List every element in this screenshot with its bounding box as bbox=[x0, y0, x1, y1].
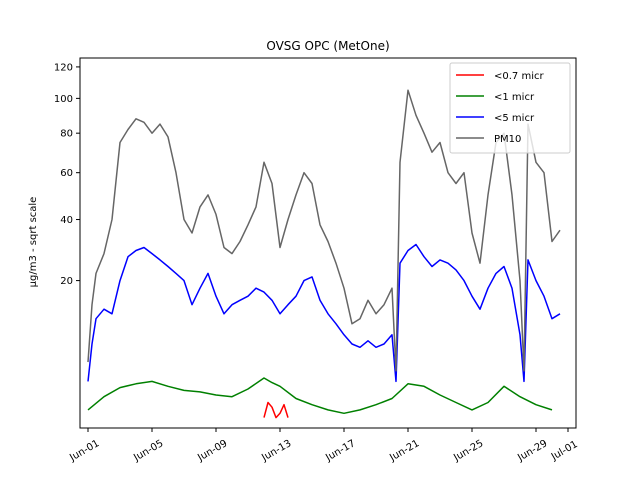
y-tick-label: 40 bbox=[60, 215, 73, 226]
y-tick-label: 20 bbox=[60, 276, 73, 287]
series-line-pm10 bbox=[87, 89, 561, 372]
y-axis-label: µg/m3 - sqrt scale bbox=[28, 197, 39, 288]
series-line-1-micr bbox=[87, 377, 553, 415]
y-tick-label: 80 bbox=[60, 129, 73, 140]
series-layer bbox=[87, 89, 561, 419]
y-tick-label: 60 bbox=[60, 168, 73, 179]
legend-label: <5 micr bbox=[494, 113, 535, 124]
series-line-0-7-micr bbox=[263, 401, 289, 419]
legend-box bbox=[449, 62, 571, 154]
plot-frame bbox=[79, 57, 577, 429]
legend: <0.7 micr <1 micr <5 micr PM10 bbox=[449, 62, 571, 154]
legend-label: <0.7 micr bbox=[494, 71, 544, 82]
series-line-5-micr bbox=[87, 243, 561, 383]
y-tick-label: 100 bbox=[54, 94, 73, 105]
chart-title: OVSG OPC (MetOne) bbox=[266, 39, 389, 53]
legend-label: PM10 bbox=[494, 134, 521, 145]
y-tick-label: 120 bbox=[54, 62, 73, 73]
legend-label: <1 micr bbox=[494, 92, 535, 103]
y-axis: 20 40 60 80 100 120 bbox=[54, 62, 80, 287]
